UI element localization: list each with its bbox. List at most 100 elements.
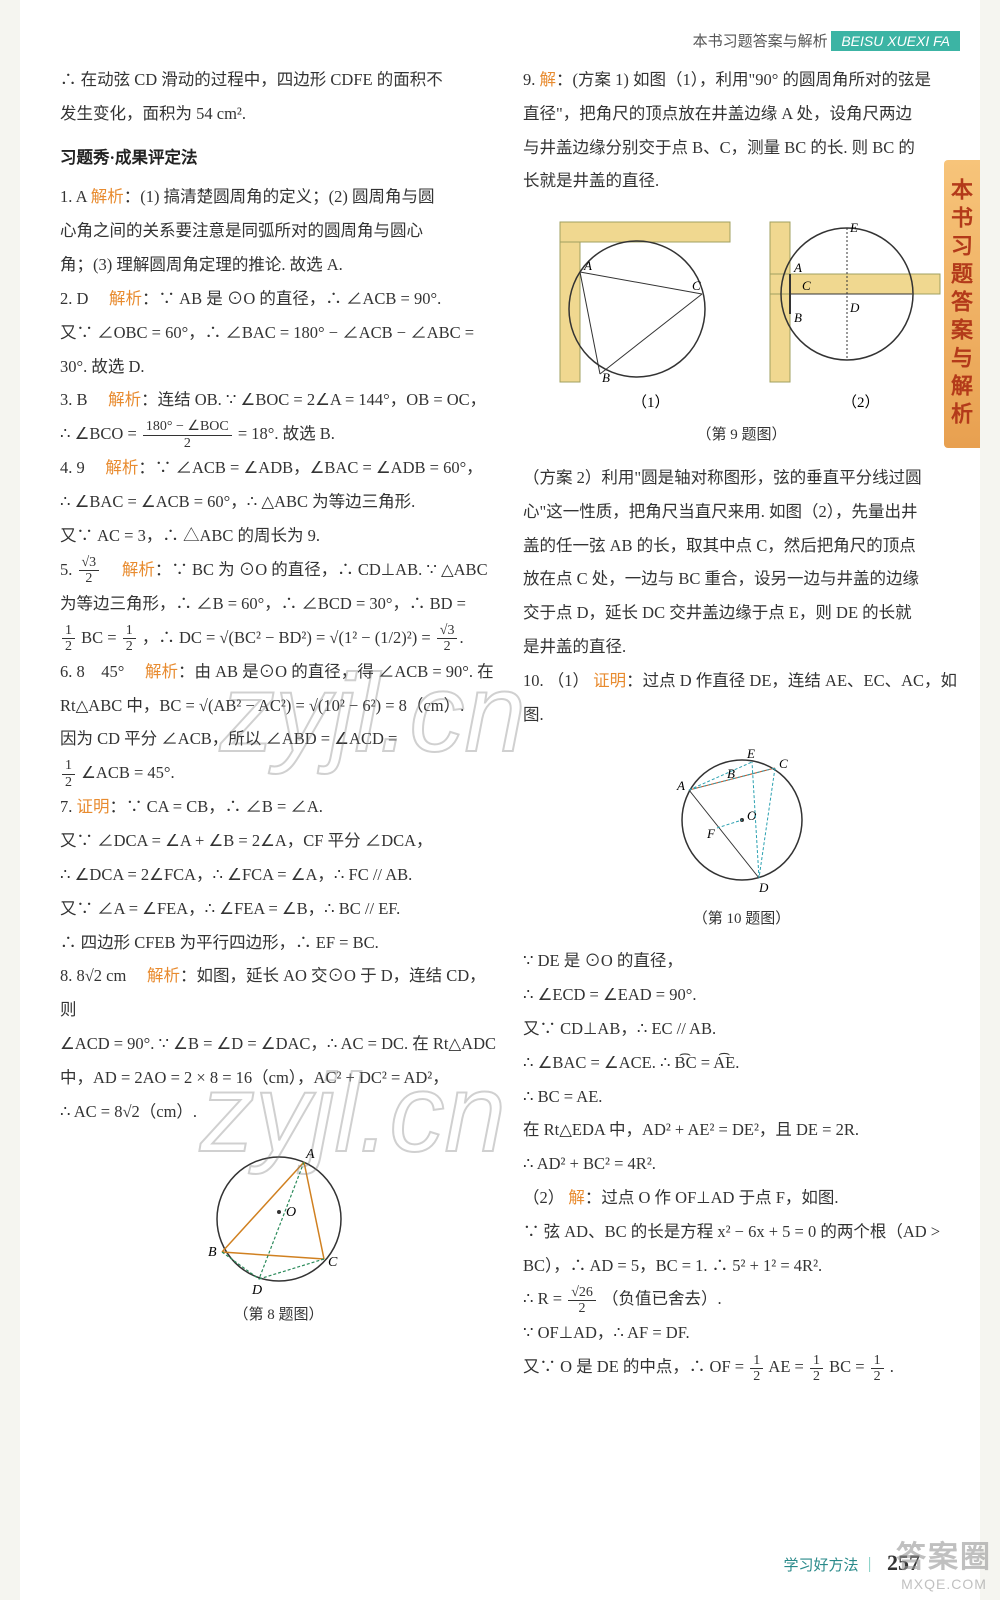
q5-half: 1 2: [62, 623, 75, 655]
q9-caption: （第 9 题图）: [523, 420, 960, 451]
q10-p2l2: BC），∴ AD = 5，BC = 1. ∴ 5² + 1² = 4R².: [523, 1249, 960, 1283]
q10-l4: ∴ ∠BAC = ∠ACE. ∴ B͡C = A͡E.: [523, 1046, 960, 1080]
q1-t1: ：(1) 搞清楚圆周角的定义；(2) 圆周角与圆: [124, 187, 435, 206]
q10-l6: 在 Rt△EDA 中，AD² + AE² = DE²，且 DE = 2R.: [523, 1113, 960, 1147]
q2-t1: ：∵ AB 是 ⊙O 的直径，∴ ∠ACB = 90°.: [142, 289, 441, 308]
svg-text:（1）: （1）: [632, 394, 670, 411]
q10-p2l5a: 又∵ O 是 DE 的中点，∴ OF =: [523, 1357, 748, 1376]
q10-p2l4: ∵ OF⊥AD，∴ AF = DF.: [523, 1316, 960, 1350]
q4-t1: ：∵ ∠ACB = ∠ADB，∠BAC = ∠ADB = 60°，: [138, 458, 482, 477]
q2-t2: 又∵ ∠OBC = 60°，∴ ∠BAC = 180° − ∠ACB − ∠AB…: [60, 316, 497, 350]
q3-frac: 180° − ∠BOC 2: [143, 419, 232, 451]
q1-t3: 角；(3) 理解圆周角定理的推论. 故选 A.: [60, 248, 497, 282]
q10-p2l1: ∵ 弦 AD、BC 的长是方程 x² − 6x + 5 = 0 的两个根（AD …: [523, 1215, 960, 1249]
q10: 10. （1） 证明：过点 D 作直径 DE，连结 AE、EC、AC，如图. O…: [523, 664, 960, 1385]
q5-l3frac: √3 2: [437, 623, 458, 655]
q1: 1. A 解析：(1) 搞清楚圆周角的定义；(2) 圆周角与圆 心角之间的关系要…: [60, 180, 497, 281]
q4: 4. 9 解析：∵ ∠ACB = ∠ADB，∠BAC = ∠ADB = 60°，…: [60, 451, 497, 552]
svg-text:E: E: [849, 220, 858, 235]
q5: 5. √3 2 解析：∵ BC 为 ⊙O 的直径，∴ CD⊥AB. ∵ △ABC…: [60, 553, 497, 655]
q10-l7: ∴ AD² + BC² = 4R².: [523, 1147, 960, 1181]
q6-answer: 6. 8 45°: [60, 662, 124, 681]
svg-text:B: B: [727, 766, 735, 781]
q3-t1: ：连结 OB. ∵ ∠BOC = 2∠A = 144°，OB = OC，: [141, 390, 486, 409]
q9-p2c: 盖的任一弦 AB 的长，取其中点 C，然后把角尺的顶点: [523, 529, 960, 563]
corner-stamp: 答案圈 MXQE.COM: [896, 1532, 992, 1592]
svg-text:A: A: [793, 260, 802, 275]
q10-p2l3b: （负值已舍去）.: [602, 1289, 722, 1308]
q7-t2: 又∵ ∠DCA = ∠A + ∠B = 2∠A，CF 平分 ∠DCA，: [60, 824, 497, 858]
page-root: 本书习题答案与解析 BEISU XUEXI FA 本书习题答案与解析 ∴ 在动弦…: [20, 0, 980, 1600]
svg-text:B: B: [602, 370, 610, 385]
q10-l2: ∴ ∠ECD = ∠EAD = 90°.: [523, 978, 960, 1012]
q10-p2head: （2）: [523, 1188, 564, 1207]
side-tab: 本书习题答案与解析: [944, 160, 980, 448]
q8-t4: ∴ AC = 8√2（cm）.: [60, 1095, 497, 1129]
q7-t5: ∴ 四边形 CFEB 为平行四边形，∴ EF = BC.: [60, 926, 497, 960]
q8-answer: 8. 8√2 cm: [60, 966, 126, 985]
stamp-en: MXQE.COM: [896, 1576, 992, 1592]
svg-text:E: E: [746, 746, 755, 761]
q8-diagram: O A B C D: [194, 1134, 364, 1294]
q9-p2a: （方案 2）利用"圆是轴对称图形，弦的垂直平分线过圆: [523, 461, 960, 495]
svg-text:B: B: [208, 1245, 217, 1260]
q10-p2tag: 解: [568, 1188, 585, 1207]
q8-t3: 中，AD = 2AO = 2 × 8 = 16（cm），AC² + DC² = …: [60, 1061, 497, 1095]
q10-l3: 又∵ CD⊥AB，∴ EC // AB.: [523, 1012, 960, 1046]
q9-p2b: 心"这一性质，把角尺当直尺来用. 如图（2），先量出井: [523, 495, 960, 529]
q9-t4: 长就是井盖的直径.: [523, 164, 960, 198]
q6-t3: 因为 CD 平分 ∠ACB，所以 ∠ABD = ∠ACD =: [60, 722, 497, 756]
q9-t1: ：(方案 1) 如图（1），利用"90° 的圆周角所对的弦是: [556, 70, 931, 89]
q8-t2: ∠ACD = 90°. ∵ ∠B = ∠D = ∠DAC，∴ AC = DC. …: [60, 1027, 497, 1061]
header-label: 本书习题答案与解析: [693, 34, 828, 50]
q5-pre: 5.: [60, 560, 77, 579]
q9-p2f: 是井盖的直径.: [523, 630, 960, 664]
svg-text:C: C: [692, 278, 701, 293]
q1-tag: 解析: [91, 187, 124, 206]
q9: 9. 解：(方案 1) 如图（1），利用"90° 的圆周角所对的弦是 直径"，把…: [523, 63, 960, 664]
svg-text:C: C: [779, 756, 788, 771]
q6-t4b: ∠ACB = 45°.: [81, 763, 175, 782]
q10-p2t1: ：过点 O 作 OF⊥AD 于点 F，如图.: [585, 1188, 839, 1207]
q5-t2: 为等边三角形，∴ ∠B = 60°，∴ ∠BCD = 30°，∴ BD =: [60, 587, 497, 621]
q8-tag: 解析: [147, 966, 180, 985]
q7-t1: ：∵ CA = CB，∴ ∠B = ∠A.: [110, 797, 323, 816]
q9-t3: 与井盖边缘分别交于点 B、C，测量 BC 的长. 则 BC 的: [523, 131, 960, 165]
q5-half2: 1 2: [123, 623, 136, 655]
q2-tag: 解析: [109, 289, 142, 308]
page-header: 本书习题答案与解析 BEISU XUEXI FA: [60, 30, 960, 51]
q5-t1: ：∵ BC 为 ⊙O 的直径，∴ CD⊥AB. ∵ △ABC: [155, 560, 488, 579]
svg-text:D: D: [849, 300, 860, 315]
q10-p2l3a: ∴ R =: [523, 1289, 566, 1308]
q10-p2l5d: .: [890, 1357, 894, 1376]
svg-text:D: D: [251, 1283, 262, 1294]
q7-t4: 又∵ ∠A = ∠FEA，∴ ∠FEA = ∠B，∴ BC // EF.: [60, 892, 497, 926]
q10-p2l5c: BC =: [829, 1357, 869, 1376]
q3-tag: 解析: [108, 390, 141, 409]
q6-frac: 1 2: [62, 758, 75, 790]
q4-tag: 解析: [105, 458, 138, 477]
svg-text:C: C: [802, 278, 811, 293]
q9-num: 9.: [523, 70, 540, 89]
q8: 8. 8√2 cm 解析：如图，延长 AO 交⊙O 于 D，连结 CD，则 ∠A…: [60, 959, 497, 1331]
stamp-cn: 答案圈: [896, 1532, 992, 1576]
intro-block: ∴ 在动弦 CD 滑动的过程中，四边形 CDFE 的面积不 发生变化，面积为 5…: [60, 63, 497, 131]
q10-r-frac: √26 2: [568, 1285, 596, 1317]
q9-t2: 直径"，把角尺的顶点放在井盖边缘 A 处，设角尺两边: [523, 97, 960, 131]
svg-text:C: C: [328, 1255, 338, 1270]
q9-tag: 解: [540, 70, 557, 89]
q6-t2: Rt△ABC 中，BC = √(AB² − AC²) = √(10² − 6²)…: [60, 689, 497, 723]
footer-text: 学习好方法: [783, 1558, 858, 1574]
q10-t1: ：过点 D 作直径 DE，连结 AE、EC、AC，如图.: [523, 671, 957, 724]
q10-diagram: O A C E D F B: [657, 738, 827, 898]
svg-text:A: A: [305, 1147, 315, 1162]
q2: 2. D 解析：∵ AB 是 ⊙O 的直径，∴ ∠ACB = 90°. 又∵ ∠…: [60, 282, 497, 383]
svg-text:B: B: [794, 310, 802, 325]
svg-text:A: A: [583, 258, 592, 273]
q6: 6. 8 45° 解析：由 AB 是⊙O 的直径，得 ∠ACB = 90°. 在…: [60, 655, 497, 791]
q8-caption: （第 8 题图）: [60, 1300, 497, 1331]
q9-p2e: 交于点 D，延长 DC 交井盖边缘于点 E，则 DE 的长就: [523, 596, 960, 630]
content-columns: ∴ 在动弦 CD 滑动的过程中，四边形 CDFE 的面积不 发生变化，面积为 5…: [60, 63, 960, 1384]
q5-l3c: ，∴ DC = √(BC² − BD²) = √(1² − (1/2)²) =: [142, 628, 435, 647]
header-pinyin-box: BEISU XUEXI FA: [831, 31, 960, 51]
